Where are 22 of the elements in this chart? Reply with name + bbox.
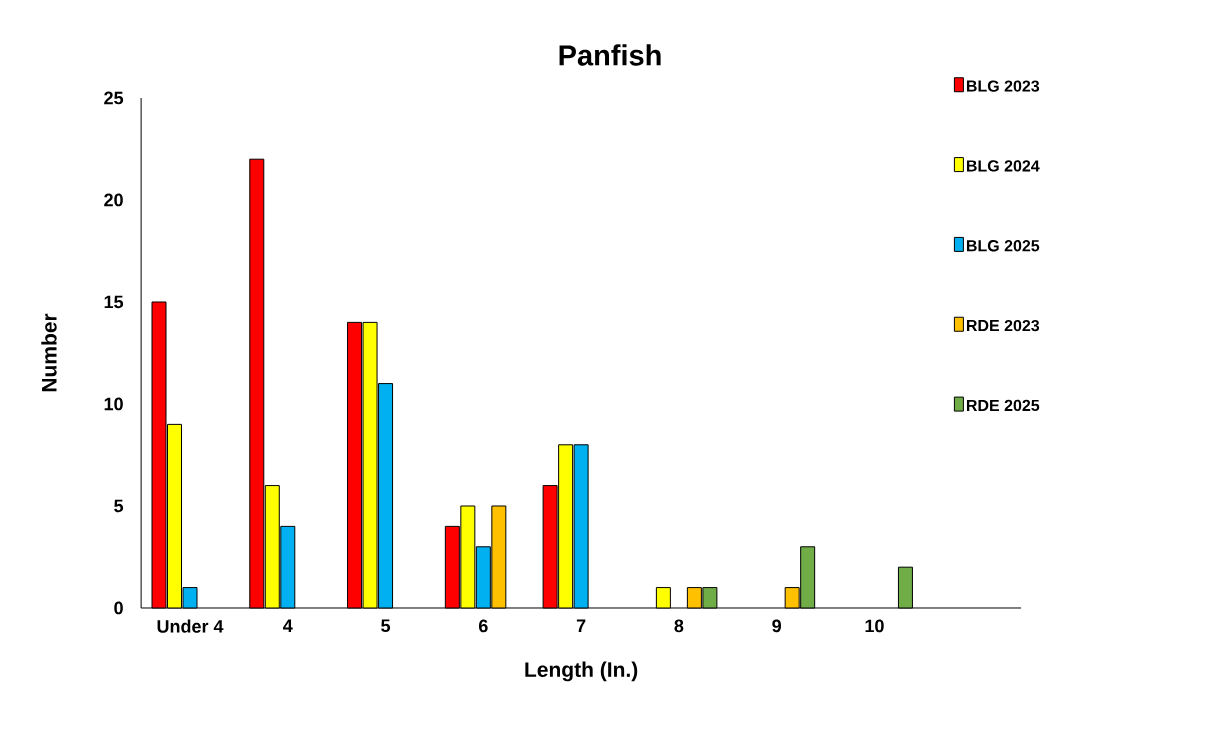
y-tick-label: 20 — [104, 193, 123, 207]
x-tick-label: 9 — [772, 619, 782, 633]
x-tick-label: 6 — [478, 619, 488, 633]
legend-label: BLG 2023 — [966, 80, 1040, 92]
x-tick-label: 5 — [381, 619, 391, 633]
legend-label: BLG 2025 — [966, 240, 1040, 252]
x-tick-label: 4 — [283, 619, 293, 632]
legend-label: RDE 2023 — [966, 319, 1040, 332]
x-tick-label: 8 — [674, 619, 684, 633]
x-tick-label: 10 — [865, 619, 884, 633]
y-tick-label: 0 — [114, 601, 123, 615]
x-tick-label: Under 4 — [157, 619, 224, 633]
y-tick-label: 25 — [104, 91, 124, 105]
chart-title: Panfish — [559, 44, 661, 66]
y-tick-label: 10 — [104, 397, 123, 411]
y-tick-label: 5 — [114, 499, 124, 513]
y-axis-title: Number — [41, 313, 57, 392]
y-tick-label: 15 — [104, 295, 124, 309]
x-axis-title: Length (In.) — [525, 661, 638, 682]
legend-label: RDE 2025 — [966, 399, 1040, 412]
x-tick-label: 7 — [576, 619, 586, 632]
legend-label: BLG 2024 — [966, 160, 1040, 172]
